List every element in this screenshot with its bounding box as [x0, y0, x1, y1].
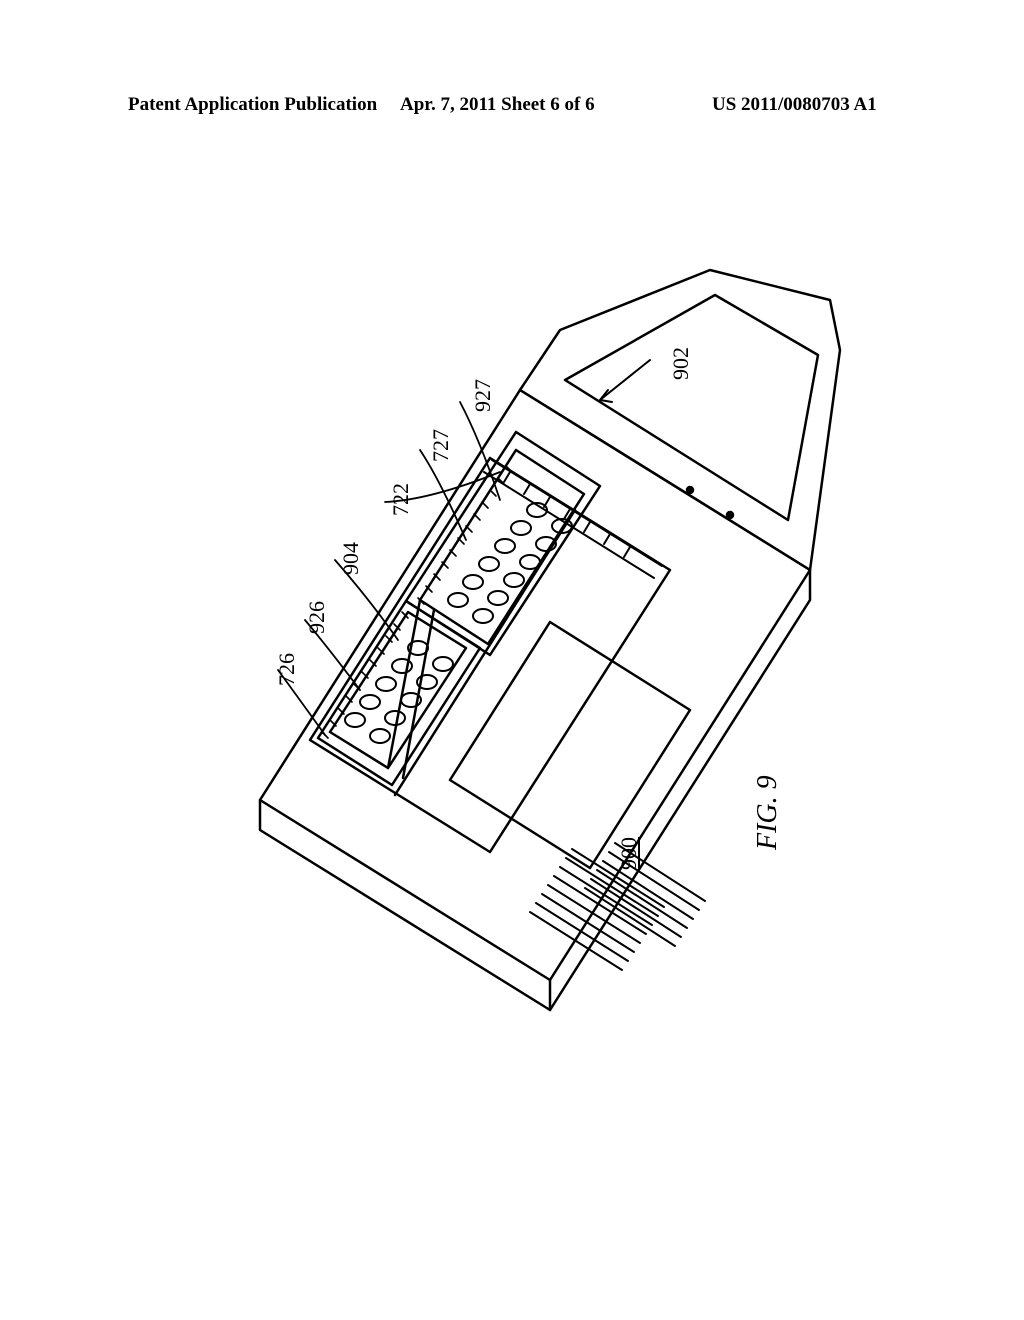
ref-900: 900 — [616, 837, 642, 870]
ref-926: 926 — [304, 601, 330, 634]
patent-figure-svg — [170, 240, 850, 1060]
page: Patent Application Publication Apr. 7, 2… — [0, 0, 1024, 1320]
ref-722: 722 — [388, 483, 414, 516]
figure-label: FIG. 9 — [752, 775, 784, 850]
header-left: Patent Application Publication — [128, 94, 377, 116]
header-center: Apr. 7, 2011 Sheet 6 of 6 — [400, 94, 595, 116]
ref-726: 726 — [274, 653, 300, 686]
ref-904: 904 — [338, 542, 364, 575]
figure-area: 902 927 727 722 904 926 726 900 FIG. 9 — [170, 240, 850, 1060]
ref-927: 927 — [470, 379, 496, 412]
page-header: Patent Application Publication Apr. 7, 2… — [0, 94, 1024, 124]
ref-902: 902 — [668, 347, 694, 380]
ref-727: 727 — [428, 429, 454, 462]
header-right: US 2011/0080703 A1 — [712, 94, 877, 116]
